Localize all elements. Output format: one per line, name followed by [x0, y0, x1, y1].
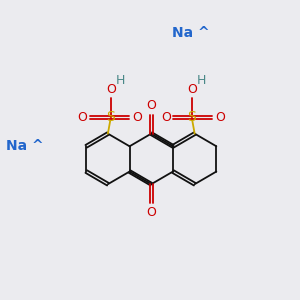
- Text: O: O: [187, 83, 196, 96]
- Text: O: O: [146, 99, 156, 112]
- Text: O: O: [106, 83, 116, 96]
- Text: S: S: [187, 110, 196, 124]
- Text: H: H: [197, 74, 206, 87]
- Text: O: O: [77, 111, 87, 124]
- Text: O: O: [161, 111, 171, 124]
- Text: Na ^: Na ^: [172, 26, 210, 40]
- Text: Na ^: Na ^: [6, 139, 44, 152]
- Text: H: H: [116, 74, 125, 87]
- Text: O: O: [216, 111, 226, 124]
- Text: O: O: [146, 206, 156, 219]
- Text: S: S: [106, 110, 115, 124]
- Text: O: O: [132, 111, 142, 124]
